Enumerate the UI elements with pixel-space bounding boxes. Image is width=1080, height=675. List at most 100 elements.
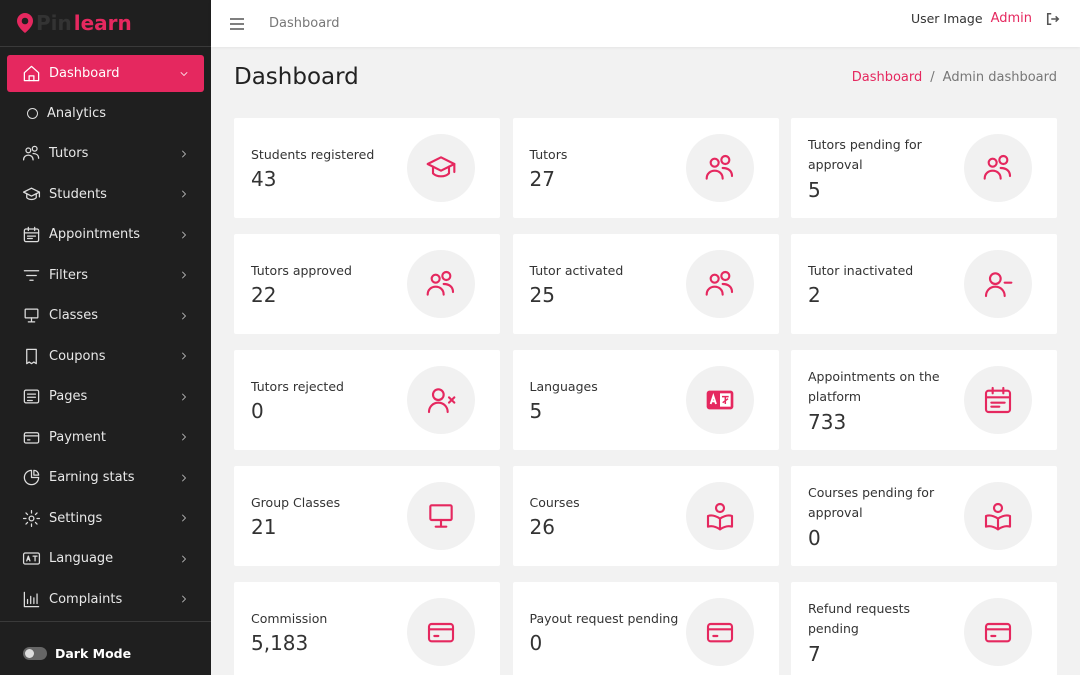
dark-mode-toggle[interactable]: Dark Mode — [23, 646, 131, 661]
stat-icon — [964, 482, 1032, 550]
menu-item[interactable]: Filters — [7, 255, 204, 296]
icon — [182, 271, 186, 279]
icon — [984, 502, 1012, 531]
stat-icon — [964, 598, 1032, 666]
stat-card[interactable]: Group Classes 21 — [234, 466, 500, 566]
toggle-switch[interactable] — [23, 647, 47, 660]
menu-item[interactable]: Coupons — [7, 336, 204, 377]
icon — [23, 226, 40, 243]
menu: Dashboard Analytics Tutors Students Appointm… — [7, 55, 204, 620]
icon — [706, 502, 733, 531]
user-name[interactable]: Admin — [990, 11, 1032, 26]
stat-card[interactable]: Tutors 27 — [512, 118, 779, 218]
icon — [984, 386, 1012, 414]
divider — [0, 621, 211, 622]
menu-item[interactable]: Students — [7, 174, 204, 215]
menu-label: Pages — [49, 389, 88, 405]
icon — [705, 270, 733, 296]
stat-card[interactable]: Commission 5,183 — [234, 582, 500, 675]
stat-icon — [685, 366, 754, 434]
stat-label: Tutors rejected — [251, 378, 344, 394]
stat-value: 25 — [529, 283, 555, 308]
icon — [705, 154, 733, 180]
menu-item[interactable]: Pages — [7, 377, 204, 418]
stat-card[interactable]: Appointments on the platform 733 — [791, 350, 1057, 450]
menu-item[interactable]: Complaints — [7, 579, 204, 620]
stat-value: 0 — [808, 525, 821, 550]
stat-label: Tutor inactivated — [808, 262, 914, 278]
stat-card[interactable]: Tutors approved 22 — [234, 234, 500, 334]
menu-item[interactable]: Language — [7, 539, 204, 580]
menu-label: Complaints — [49, 591, 123, 607]
stat-text: Tutors approved 22 — [251, 261, 352, 308]
icon — [984, 272, 1013, 298]
stat-text: Tutors 27 — [530, 145, 568, 192]
stat-icon — [407, 134, 475, 202]
menu-item[interactable]: Dashboard — [7, 55, 204, 92]
icon — [984, 622, 1012, 643]
icon — [24, 308, 39, 323]
menu-item[interactable]: Payment — [7, 417, 204, 458]
stat-text: Refund requests pending 7 — [808, 599, 964, 666]
breadcrumb-separator: / — [930, 70, 935, 85]
stat-label: Courses pending for approval — [808, 484, 935, 521]
stat-value: 21 — [251, 515, 277, 540]
stat-card[interactable]: Tutor inactivated 2 — [791, 234, 1057, 334]
user-image[interactable]: User Image — [910, 11, 983, 26]
icon — [182, 555, 186, 563]
stat-icon — [964, 134, 1032, 202]
stat-value: 2 — [808, 283, 821, 308]
stat-text: Tutors pending for approval 5 — [808, 135, 964, 202]
menu-item[interactable]: Appointments — [7, 215, 204, 256]
menu-label: Tutors — [49, 146, 89, 162]
submenu-dot — [27, 107, 38, 119]
icon — [427, 622, 455, 643]
menu-label: Students — [49, 186, 107, 202]
menu-item[interactable]: Earning stats — [7, 458, 204, 499]
stat-card[interactable]: Courses pending for approval 0 — [791, 466, 1057, 566]
icon — [22, 187, 41, 200]
breadcrumb-link[interactable]: Dashboard — [851, 70, 923, 85]
stat-card[interactable]: Tutors rejected 0 — [234, 350, 500, 450]
icon — [23, 431, 40, 444]
stat-label: Payout request pending — [529, 610, 679, 626]
stat-icon — [407, 366, 475, 434]
menu-toggle[interactable] — [230, 17, 244, 30]
icon — [182, 312, 186, 320]
stat-icon — [407, 482, 475, 550]
submenu-item[interactable]: Analytics — [7, 93, 204, 134]
stat-icon — [685, 134, 754, 202]
menu-item[interactable]: Classes — [7, 296, 204, 337]
logo-icon — [17, 13, 33, 33]
brand[interactable]: Pin learn — [0, 0, 211, 47]
menu-label: Classes — [49, 308, 98, 324]
stat-label: Refund requests pending — [808, 600, 910, 637]
stat-card[interactable]: Languages 5 — [512, 350, 779, 450]
stat-card[interactable]: Courses 26 — [512, 466, 779, 566]
menu-label: Earning stats — [49, 470, 135, 486]
icon — [22, 552, 41, 565]
dark-mode-label: Dark Mode — [55, 646, 132, 661]
stat-icon — [964, 366, 1032, 434]
stat-text: Languages 5 — [530, 377, 598, 424]
stat-icon — [685, 482, 754, 550]
stat-cards: Students registered 43 Tutors 27 Tutors pend… — [234, 118, 1057, 675]
logout-icon[interactable] — [1046, 12, 1060, 26]
menu-item[interactable]: Tutors — [7, 134, 204, 175]
stat-card[interactable]: Refund requests pending 7 — [791, 582, 1057, 675]
icon — [22, 509, 41, 527]
stat-card[interactable]: Tutors pending for approval 5 — [791, 118, 1057, 218]
stat-card[interactable]: Tutor activated 25 — [512, 234, 779, 334]
stat-icon — [964, 250, 1032, 318]
stat-text: Payout request pending 0 — [530, 609, 679, 656]
menu-item[interactable]: Settings — [7, 498, 204, 539]
sidebar: Pin learn Dashboard Analytics Tutors Student… — [0, 0, 211, 675]
brand-first: Pin — [36, 11, 72, 35]
stat-card[interactable]: Payout request pending 0 — [512, 582, 779, 675]
stat-label: Courses — [529, 494, 580, 510]
icon — [706, 622, 733, 643]
menu-label: Filters — [49, 267, 88, 283]
brand-second: learn — [73, 11, 132, 35]
stat-card[interactable]: Students registered 43 — [234, 118, 500, 218]
